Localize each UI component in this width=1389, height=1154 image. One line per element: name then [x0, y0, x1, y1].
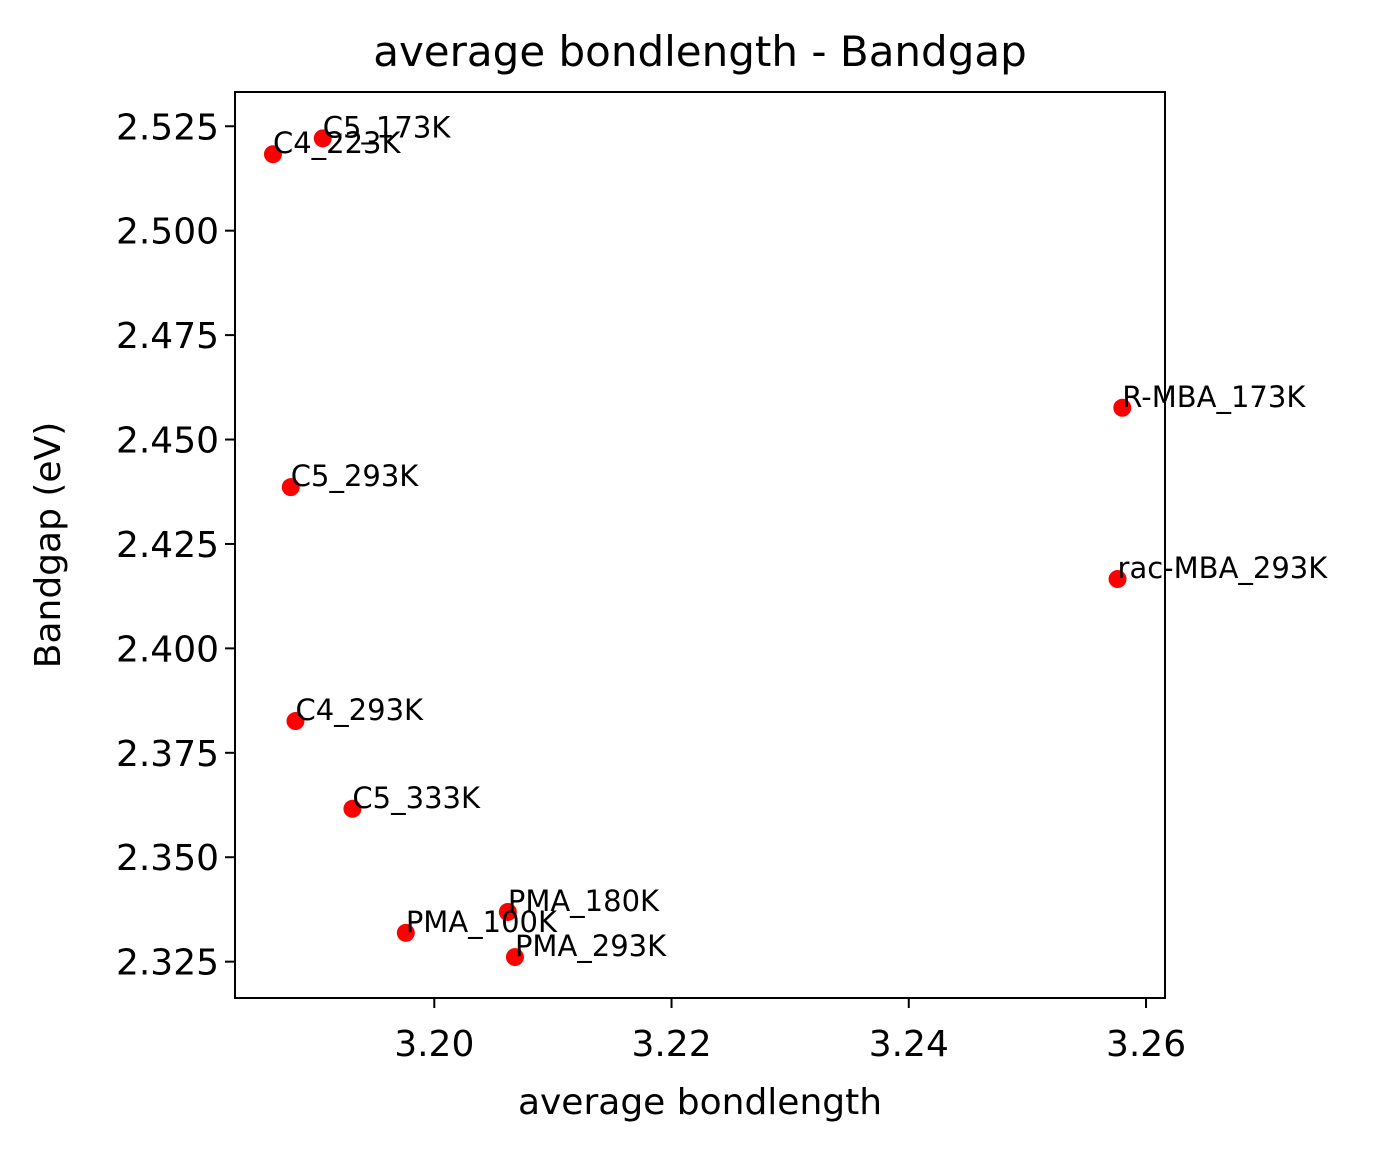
y-axis-ticks: 2.325 2.350 2.375 2.400 2.425 2.450 2.475 2.500…	[116, 107, 235, 984]
data-point	[498, 902, 517, 921]
data-point-label: C5_293K	[291, 459, 420, 493]
plot-area-frame	[234, 91, 1166, 999]
x-tick-label: 3.22	[631, 1024, 711, 1065]
data-point-label: PMA_100K	[406, 905, 558, 939]
data-point-label: C5_333K	[352, 781, 481, 815]
y-tick-label: 2.325	[116, 943, 219, 984]
data-point	[286, 712, 305, 731]
data-point-label: PMA_293K	[515, 929, 667, 963]
chart-title: average bondlength - Bandgap	[373, 27, 1027, 76]
y-tick-label: 2.475	[116, 316, 219, 357]
y-tick-label: 2.425	[116, 525, 219, 566]
y-tick-label: 2.450	[116, 421, 219, 462]
data-point	[343, 799, 362, 818]
data-point-label: C5_173K	[323, 110, 452, 144]
y-tick-label: 2.525	[116, 107, 219, 148]
data-point	[263, 145, 282, 164]
data-point-label: R-MBA_173K	[1122, 380, 1306, 414]
x-tick-label: 3.20	[394, 1024, 474, 1065]
data-point	[396, 923, 415, 942]
data-point	[281, 478, 300, 497]
x-tick-label: 3.26	[1106, 1024, 1186, 1065]
y-tick-label: 2.400	[116, 629, 219, 670]
x-axis-ticks: 3.20 3.22 3.24 3.26	[394, 998, 1186, 1065]
data-points	[263, 129, 1132, 967]
data-point	[313, 129, 332, 148]
data-point-label: C4_293K	[295, 693, 424, 727]
data-point-label: C4_223K	[273, 126, 402, 160]
y-axis-title: Bandgap (eV)	[28, 422, 69, 669]
data-point	[505, 948, 524, 967]
y-tick-label: 2.375	[116, 734, 219, 775]
data-point-label: PMA_180K	[508, 884, 660, 918]
data-point-label: rac-MBA_293K	[1118, 551, 1329, 585]
x-axis-title: average bondlength	[518, 1082, 882, 1123]
x-tick-label: 3.24	[869, 1024, 949, 1065]
y-tick-label: 2.500	[116, 212, 219, 253]
data-point	[1113, 398, 1132, 417]
y-tick-label: 2.350	[116, 838, 219, 879]
data-point	[1108, 570, 1127, 589]
